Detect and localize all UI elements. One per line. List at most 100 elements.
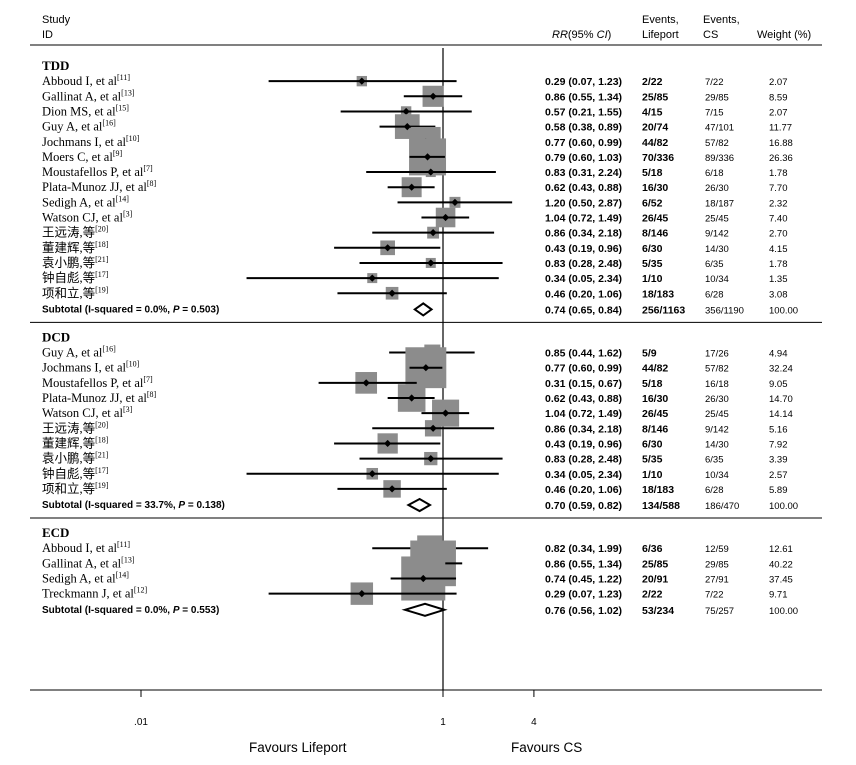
events-lifeport: 20/74	[642, 122, 668, 134]
weight-value: 1.78	[769, 168, 788, 179]
events-cs: 25/45	[705, 409, 729, 420]
header-events-cs-1: Events,	[703, 14, 740, 26]
events-cs: 14/30	[705, 439, 729, 450]
study-name: Moustafellos P, et al[7]	[42, 164, 153, 179]
point-estimate	[368, 274, 376, 282]
events-lifeport: 8/146	[642, 423, 668, 435]
study-name: 项和立,等[19]	[42, 481, 109, 496]
rr-ci-text: 0.85 (0.44, 1.62)	[545, 348, 622, 360]
subtotal-label-a: Subtotal (I-squared = 0.0%,	[42, 304, 173, 315]
study-ref: [11]	[117, 540, 130, 549]
events-lifeport: 70/336	[642, 152, 674, 164]
study-ref: [16]	[102, 119, 116, 128]
study-row: Abboud I, et al[11] 0.82 (0.34, 1.99) 6/36…	[42, 535, 793, 561]
study-row: 项和立,等[19] 0.46 (0.20, 1.06) 18/183 6/28 5.89	[42, 480, 788, 498]
point-estimate	[427, 168, 435, 176]
study-name: Guy A, et al[16]	[42, 345, 116, 360]
header-study: Study	[42, 14, 71, 26]
point-estimate	[388, 289, 396, 297]
study-name: Watson CJ, et al[3]	[42, 405, 133, 420]
subtotal-rr-ci: 0.74 (0.65, 0.84)	[545, 304, 622, 316]
subtotal-diamond	[401, 602, 448, 617]
study-row: 王远涛,等[20] 0.86 (0.34, 2.18) 8/146 9/142 5.16	[42, 420, 788, 437]
study-name: Plata-Munoz JJ, et al[8]	[42, 390, 157, 405]
study-ref: [12]	[134, 586, 148, 595]
study-name: 王远涛,等[20]	[42, 420, 109, 435]
subtotal-events-lifeport: 256/1163	[642, 304, 685, 316]
weight-value: 2.07	[769, 107, 788, 118]
point-estimate	[408, 394, 416, 402]
study-row: Moustafellos P, et al[7] 0.83 (0.31, 2.24…	[42, 164, 788, 179]
events-lifeport: 2/22	[642, 76, 663, 88]
study-name-text: Jochmans I, et al	[42, 361, 127, 375]
study-name: Jochmans I, et al[10]	[42, 134, 140, 149]
study-ref: [13]	[121, 88, 135, 97]
events-lifeport: 6/30	[642, 243, 663, 255]
study-name-text: 项和立,等	[42, 285, 95, 300]
point-estimate	[384, 244, 392, 252]
rr-ci-text: 0.77 (0.60, 0.99)	[545, 363, 622, 375]
study-name-text: Moustafellos P, et al	[42, 376, 144, 390]
point-estimate	[419, 574, 427, 583]
point-estimate	[384, 439, 392, 448]
events-cs: 57/82	[705, 138, 729, 149]
study-name: Moers C, et al[9]	[42, 149, 122, 164]
study-name: Watson CJ, et al[3]	[42, 210, 133, 225]
weight-value: 7.70	[769, 183, 788, 194]
study-ref: [15]	[116, 103, 130, 112]
events-cs: 25/45	[705, 214, 729, 225]
weight-value: 2.07	[769, 77, 788, 88]
events-lifeport: 26/45	[642, 408, 668, 420]
study-name-text: 项和立,等	[42, 481, 95, 496]
favours-lifeport-label: Favours Lifeport	[249, 740, 347, 755]
subtotal-row: Subtotal (I-squared = 0.0%, P = 0.553) 0.…	[42, 602, 798, 617]
study-name-text: Watson CJ, et al	[42, 211, 123, 225]
subtotal-label-b: = 0.503)	[180, 304, 220, 315]
study-name-text: Moustafellos P, et al	[42, 165, 144, 179]
rr-ci-text: 0.43 (0.19, 0.96)	[545, 243, 622, 255]
events-lifeport: 4/15	[642, 106, 663, 118]
study-row: 袁小鹏,等[21] 0.83 (0.28, 2.48) 5/35 6/35 3.39	[42, 451, 788, 466]
weight-value: 1.35	[769, 274, 788, 285]
events-lifeport: 5/35	[642, 258, 663, 270]
study-ref: [10]	[126, 134, 140, 143]
subtotal-label-a: Subtotal (I-squared = 0.0%,	[42, 605, 173, 616]
study-name: Abboud I, et al[11]	[42, 540, 130, 555]
subtotal-label-p: P	[178, 500, 185, 511]
weight-value: 12.61	[769, 544, 793, 555]
rr-ci-text: 1.04 (0.72, 1.49)	[545, 408, 622, 420]
study-row: 钟自彪,等[17] 0.34 (0.05, 2.34) 1/10 10/34 2.57	[42, 466, 788, 481]
rr-ci-text: 0.29 (0.07, 1.23)	[545, 589, 622, 601]
events-cs: 12/59	[705, 544, 729, 555]
point-estimate	[358, 590, 366, 598]
study-name: 项和立,等[19]	[42, 285, 109, 300]
point-estimate	[403, 123, 411, 131]
study-row: 董建辉,等[18] 0.43 (0.19, 0.96) 6/30 14/30 7.92	[42, 433, 788, 454]
study-name: 袁小鹏,等[21]	[42, 451, 109, 466]
study-name: 钟自彪,等[17]	[42, 270, 109, 285]
rr-ci-text: 0.57 (0.21, 1.55)	[545, 106, 622, 118]
study-name-text: Watson CJ, et al	[42, 406, 123, 420]
events-lifeport: 1/10	[642, 273, 663, 285]
rr-ci-text: 0.34 (0.05, 2.34)	[545, 273, 622, 285]
events-cs: 16/18	[705, 379, 729, 390]
study-name: Moustafellos P, et al[7]	[42, 375, 153, 390]
events-cs: 26/30	[705, 183, 729, 194]
study-ref: [17]	[95, 270, 109, 279]
rr-ci-text: 0.58 (0.38, 0.89)	[545, 122, 622, 134]
subtotal-weight: 100.00	[769, 501, 798, 512]
group-label: ECD	[42, 525, 69, 540]
events-lifeport: 26/45	[642, 213, 668, 225]
events-cs: 6/28	[705, 289, 724, 300]
events-lifeport: 16/30	[642, 393, 668, 405]
rr-ci-text: 0.86 (0.55, 1.34)	[545, 558, 622, 570]
events-lifeport: 16/30	[642, 182, 668, 194]
events-cs: 27/91	[705, 575, 729, 586]
events-lifeport: 5/9	[642, 348, 657, 360]
rr-ci-text: 0.83 (0.28, 2.48)	[545, 258, 622, 270]
events-cs: 18/187	[705, 198, 734, 209]
study-ref: [11]	[117, 73, 130, 82]
weight-value: 9.71	[769, 590, 788, 601]
